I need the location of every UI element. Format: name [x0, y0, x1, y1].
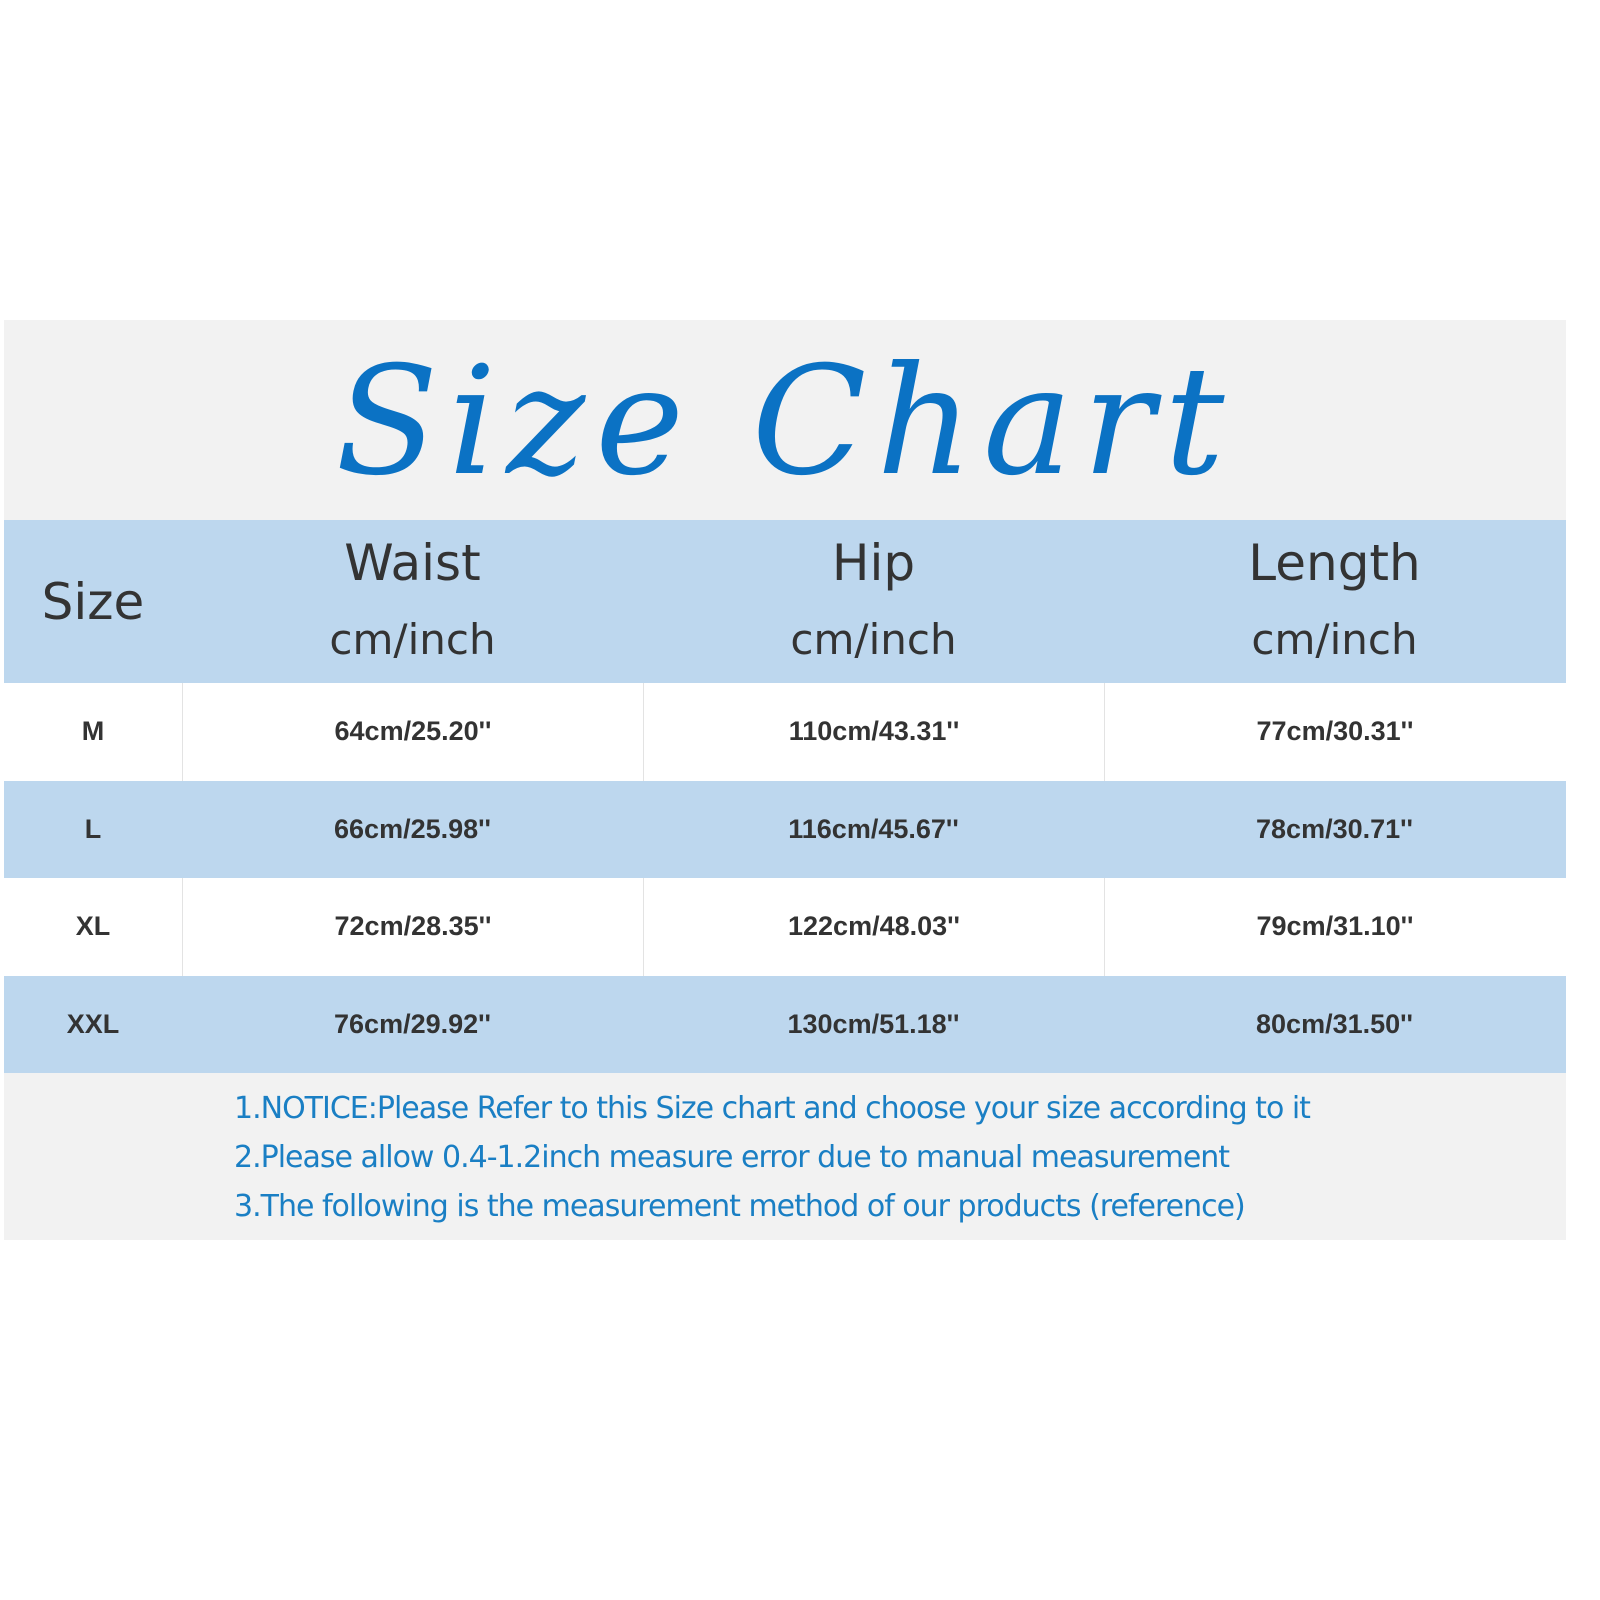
header-label: Waist — [344, 533, 481, 592]
header-waist: Waist cm/inch — [182, 520, 643, 683]
cell-length: 77cm/30.31'' — [1104, 683, 1565, 781]
table-row: M 64cm/25.20'' 110cm/43.31'' 77cm/30.31'… — [4, 683, 1566, 781]
header-label: Length — [1248, 533, 1421, 592]
header-label: Hip — [831, 533, 916, 592]
title-area: Size Chart — [4, 320, 1566, 520]
table-header: Size Waist cm/inch Hip cm/inch Length cm… — [4, 520, 1566, 683]
cell-length: 78cm/30.71'' — [1256, 813, 1413, 844]
cell-length: 79cm/31.10'' — [1104, 878, 1565, 976]
header-hip: Hip cm/inch — [643, 520, 1104, 683]
cell-waist: 72cm/28.35'' — [182, 878, 643, 976]
cell-waist: 64cm/25.20'' — [182, 683, 643, 781]
header-unit: cm/inch — [790, 614, 957, 664]
cell-size: XXL — [66, 1008, 120, 1039]
note-2: 2.Please allow 0.4-1.2inch measure error… — [234, 1140, 1230, 1175]
table-row: XXL 76cm/29.92'' 130cm/51.18'' 80cm/31.5… — [4, 975, 1566, 1073]
note-1: 1.NOTICE:Please Refer to this Size chart… — [234, 1091, 1311, 1126]
table-row: XL 72cm/28.35'' 122cm/48.03'' 79cm/31.10… — [4, 878, 1566, 976]
cell-waist: 76cm/29.92'' — [334, 1008, 491, 1039]
header-unit: cm/inch — [1251, 614, 1418, 664]
header-unit: cm/inch — [329, 614, 496, 664]
header-size: Size — [4, 520, 182, 683]
header-size-label: Size — [41, 572, 145, 631]
size-table: Size Waist cm/inch Hip cm/inch Length cm… — [4, 520, 1566, 1073]
note-3: 3.The following is the measurement metho… — [234, 1189, 1246, 1224]
cell-hip: 110cm/43.31'' — [643, 683, 1104, 781]
cell-size: XL — [75, 911, 111, 942]
table-row: L 66cm/25.98'' 116cm/45.67'' 78cm/30.71'… — [4, 780, 1566, 878]
page-title: Size Chart — [335, 335, 1235, 509]
cell-hip: 130cm/51.18'' — [787, 1008, 960, 1039]
cell-waist: 66cm/25.98'' — [334, 813, 491, 844]
cell-size: L — [84, 813, 102, 844]
size-chart-panel: Size Chart Size Waist cm/inch Hip cm/inc… — [4, 320, 1566, 1240]
cell-length: 80cm/31.50'' — [1256, 1008, 1413, 1039]
notes: 1.NOTICE:Please Refer to this Size chart… — [234, 1084, 1311, 1231]
cell-hip: 116cm/45.67'' — [788, 813, 959, 844]
header-length: Length cm/inch — [1104, 520, 1565, 683]
cell-size: M — [81, 716, 105, 747]
cell-hip: 122cm/48.03'' — [643, 878, 1104, 976]
